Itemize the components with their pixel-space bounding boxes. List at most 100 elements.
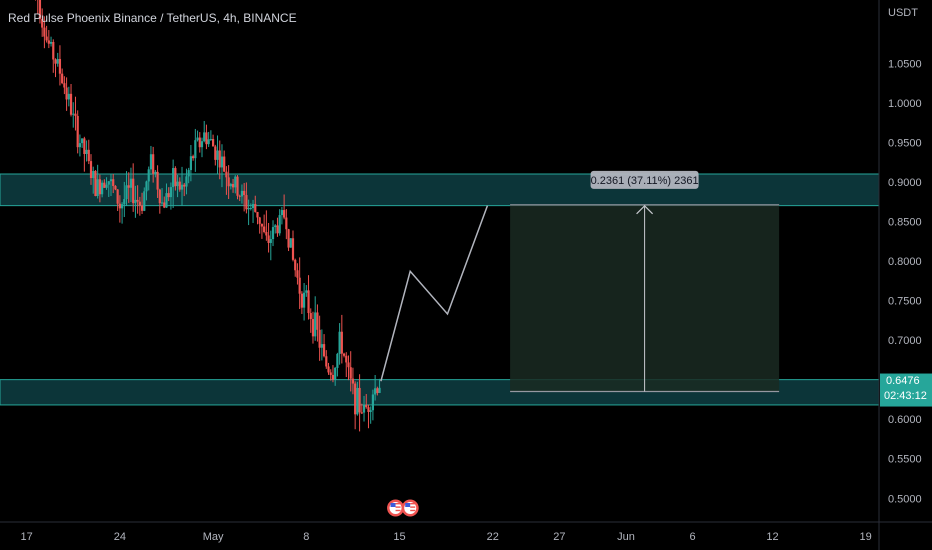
candle-body — [316, 312, 319, 330]
candle-body — [209, 139, 212, 141]
current-price-badge: 0.6476 02:43:12 — [880, 373, 932, 407]
candle-body — [240, 190, 244, 197]
candle-body — [189, 156, 192, 171]
candle-body — [196, 137, 199, 141]
candle-body — [334, 367, 337, 380]
candle-body — [136, 199, 139, 202]
price-tick-label: 0.9000 — [888, 177, 922, 189]
candle-body — [225, 171, 228, 178]
candle-body — [38, 0, 42, 20]
candle-body — [249, 207, 252, 209]
candle-body — [234, 176, 237, 188]
candle-body — [258, 217, 261, 224]
candle-body — [302, 292, 306, 308]
candle-body — [285, 217, 288, 230]
candle-body — [138, 201, 141, 206]
candle-body — [278, 215, 281, 234]
candle-body — [58, 58, 62, 74]
candle-body — [336, 353, 339, 368]
candle-body — [325, 356, 328, 367]
candle-body — [360, 412, 363, 414]
candle-body — [123, 199, 126, 205]
candle-body — [72, 113, 75, 115]
candle-body — [274, 225, 277, 228]
candle-body — [45, 36, 48, 41]
candle-body — [378, 387, 381, 393]
candle-body — [305, 290, 308, 293]
time-axis[interactable]: 17 24 May 8 15 22 27 Jun 6 12 19 — [21, 531, 872, 543]
candle-body — [231, 184, 235, 188]
candle-body — [289, 238, 292, 248]
candle-body — [331, 374, 335, 380]
candle-body — [329, 372, 332, 375]
candle-body — [283, 210, 286, 218]
candle-body — [340, 331, 343, 354]
candle-body — [267, 235, 270, 243]
candle-body — [205, 132, 208, 145]
candle-body — [49, 41, 53, 44]
candle-body — [134, 199, 137, 204]
candle-body — [265, 232, 268, 236]
candle-body — [147, 169, 150, 182]
price-tick-label: 0.6000 — [888, 414, 922, 426]
price-tick-label: 1.0000 — [888, 98, 922, 110]
candle-body — [96, 179, 99, 197]
candle-body — [229, 184, 232, 187]
event-flag-stripe — [395, 509, 401, 512]
candle-body — [178, 181, 181, 190]
candlestick-series — [35, 0, 381, 432]
candle-body — [47, 40, 50, 44]
measure-arrow-head — [636, 204, 654, 215]
economic-events[interactable] — [387, 499, 419, 517]
candle-body — [112, 179, 115, 186]
candle-body — [256, 211, 259, 218]
candle-body — [52, 41, 55, 60]
candle-body — [56, 58, 59, 64]
measure-tool[interactable]: 0.2361 (37.11%) 2361 — [510, 170, 780, 393]
candle-body — [245, 195, 248, 210]
candle-body — [169, 187, 173, 198]
candle-body — [227, 177, 230, 187]
candle-body — [149, 154, 153, 170]
candle-body — [311, 318, 315, 337]
candle-body — [356, 387, 359, 415]
candle-body — [307, 290, 310, 314]
event-flag-stripe — [395, 503, 401, 505]
candle-body — [251, 204, 255, 208]
candle-body — [371, 394, 375, 411]
price-tick-label: 0.9500 — [888, 137, 922, 149]
candle-body — [187, 170, 190, 177]
candle-body — [374, 388, 377, 395]
candle-body — [61, 73, 64, 84]
candle-body — [358, 387, 361, 413]
chart-title: Red Pulse Phoenix Binance / TetherUS, 4h… — [8, 11, 297, 25]
candle-body — [89, 161, 93, 179]
candle-body — [185, 176, 188, 187]
price-tick-label: 0.5000 — [888, 493, 922, 505]
candle-body — [172, 168, 175, 188]
time-tick-label: May — [203, 531, 224, 543]
event-flag-stripe — [410, 506, 416, 508]
candle-body — [43, 27, 46, 37]
candle-body — [145, 181, 148, 192]
currency-label: USDT — [888, 7, 918, 19]
candle-body — [276, 225, 279, 234]
candle-body — [180, 184, 184, 190]
candle-body — [85, 149, 88, 155]
candle-body — [114, 185, 117, 190]
time-tick-label: Jun — [617, 531, 635, 543]
candle-body — [98, 179, 101, 195]
candle-body — [362, 404, 366, 413]
candle-body — [83, 138, 86, 155]
candle-body — [81, 138, 84, 144]
candle-body — [165, 193, 168, 208]
projection-path[interactable] — [380, 205, 489, 382]
candle-body — [271, 227, 275, 240]
candle-body — [156, 171, 159, 190]
candle-body — [192, 156, 195, 159]
candle-body — [174, 168, 177, 187]
time-tick-label: 24 — [114, 531, 126, 543]
event-flag-stripe — [410, 509, 416, 512]
candle-body — [163, 202, 166, 208]
